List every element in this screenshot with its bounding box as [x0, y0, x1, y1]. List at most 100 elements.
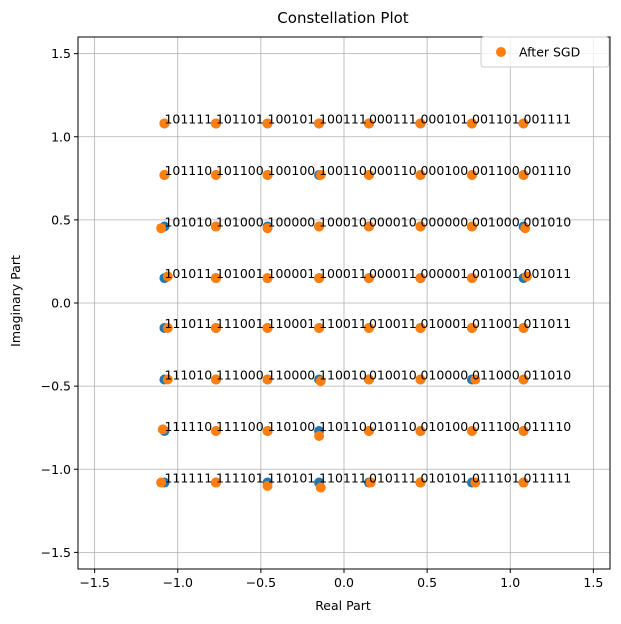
- bit-label-3-7: 011011: [524, 316, 572, 331]
- point-after-sgd-7-5: [415, 118, 426, 129]
- point-after-sgd-5-3: [314, 221, 325, 232]
- point-after-sgd-6-0: [159, 169, 170, 180]
- point-after-sgd-5-2: [262, 223, 273, 234]
- point-after-sgd-0-1: [210, 477, 221, 488]
- bit-label-6-1: 101100: [216, 163, 264, 178]
- point-after-sgd-7-2: [262, 118, 273, 129]
- bit-label-1-4: 010110: [369, 419, 417, 434]
- bit-label-3-1: 111001: [216, 316, 264, 331]
- point-after-sgd-3-0: [162, 322, 173, 333]
- bit-label-6-7: 001110: [524, 163, 572, 178]
- bit-label-2-4: 010010: [369, 367, 417, 382]
- point-after-sgd-2-5: [415, 374, 426, 385]
- point-after-sgd-1-5: [415, 426, 426, 437]
- bit-label-2-3: 110010: [319, 367, 367, 382]
- data-points: [156, 118, 532, 493]
- bit-label-7-7: 001111: [524, 111, 572, 126]
- bit-label-3-5: 010001: [420, 316, 468, 331]
- bit-label-2-6: 011000: [472, 367, 520, 382]
- point-after-sgd-7-6: [467, 118, 478, 129]
- bit-label-2-2: 110000: [268, 367, 316, 382]
- bit-label-7-1: 101101: [216, 111, 264, 126]
- x-tick-label-2: −0.5: [246, 575, 276, 590]
- bit-label-0-6: 011101: [472, 471, 520, 486]
- point-after-sgd-0-7: [518, 477, 529, 488]
- bit-label-5-7: 001010: [524, 215, 572, 230]
- point-after-sgd-4-6: [467, 273, 478, 284]
- bit-label-1-7: 011110: [524, 419, 572, 434]
- point-after-sgd-1-4: [363, 426, 374, 437]
- point-after-sgd-4-7: [521, 271, 532, 282]
- point-after-sgd-3-2: [262, 322, 273, 333]
- bit-label-3-3: 110011: [319, 316, 367, 331]
- bit-label-1-1: 111100: [216, 419, 264, 434]
- y-axis-label: Imaginary Part: [8, 255, 23, 347]
- bit-label-7-6: 001101: [472, 111, 520, 126]
- bit-label-2-1: 111000: [216, 367, 264, 382]
- point-after-sgd-3-6: [467, 322, 478, 333]
- point-after-sgd-1-2: [262, 426, 273, 437]
- point-after-sgd-5-4: [363, 221, 374, 232]
- bit-label-5-2: 100000: [268, 215, 316, 230]
- point-after-sgd-2-6: [470, 374, 481, 385]
- legend-label-after-sgd: After SGD: [519, 45, 580, 60]
- legend-box: [480, 36, 610, 68]
- x-axis-label: Real Part: [315, 598, 371, 613]
- bit-label-0-1: 111101: [216, 471, 264, 486]
- chart-title: Constellation Plot: [277, 9, 409, 27]
- point-after-sgd-6-3: [315, 169, 326, 180]
- point-after-sgd-5-0: [156, 223, 167, 234]
- bit-label-1-3: 110110: [319, 419, 367, 434]
- point-after-sgd-4-5: [415, 273, 426, 284]
- point-after-sgd-2-7: [518, 374, 529, 385]
- point-after-sgd-3-3: [314, 322, 325, 333]
- point-after-sgd-0-5: [415, 477, 426, 488]
- bit-label-4-4: 000011: [369, 266, 417, 281]
- bit-label-1-5: 010100: [420, 419, 468, 434]
- point-after-sgd-7-1: [210, 118, 221, 129]
- bit-label-2-0: 111010: [164, 367, 212, 382]
- bit-label-7-5: 000101: [420, 111, 468, 126]
- bit-label-0-2: 110101: [268, 471, 316, 486]
- point-after-sgd-2-1: [210, 374, 221, 385]
- point-after-sgd-4-4: [363, 273, 374, 284]
- bit-label-3-2: 110001: [268, 316, 316, 331]
- point-after-sgd-5-6: [467, 221, 478, 232]
- point-after-sgd-6-1: [210, 169, 221, 180]
- point-after-sgd-1-6: [467, 426, 478, 437]
- point-after-sgd-4-3: [314, 273, 325, 284]
- bit-label-0-4: 010111: [369, 471, 417, 486]
- point-after-sgd-4-2: [262, 273, 273, 284]
- x-tick-label-1: −1.0: [163, 575, 193, 590]
- bit-label-6-6: 001100: [472, 163, 520, 178]
- bit-label-3-6: 011001: [472, 316, 520, 331]
- point-after-sgd-0-4: [365, 477, 376, 488]
- bit-label-2-5: 010000: [420, 367, 468, 382]
- point-after-sgd-1-7: [518, 426, 529, 437]
- y-tick-label-5: 1.0: [51, 129, 71, 144]
- bit-label-7-4: 000111: [369, 111, 417, 126]
- point-after-sgd-6-2: [262, 169, 273, 180]
- bit-labels: 111111 111101 110101 110111 010111 010101 0111…: [164, 111, 571, 485]
- legend-marker-after-sgd: [496, 47, 506, 57]
- y-tick-label-3: 0.0: [51, 296, 71, 311]
- bit-label-0-7: 011111: [524, 471, 572, 486]
- bit-label-2-7: 011010: [524, 367, 572, 382]
- bit-label-4-0: 101011: [164, 266, 212, 281]
- bit-label-1-0: 111110: [164, 419, 212, 434]
- bit-label-5-4: 000010: [369, 215, 417, 230]
- point-after-sgd-7-0: [159, 118, 170, 129]
- bit-label-7-3: 100111: [319, 111, 367, 126]
- point-after-sgd-7-7: [518, 118, 529, 129]
- point-after-sgd-4-0: [162, 271, 173, 282]
- point-after-sgd-1-3: [314, 431, 325, 441]
- bit-label-5-6: 001000: [472, 215, 520, 230]
- bit-label-6-2: 100100: [268, 163, 316, 178]
- y-tick-label-4: 0.5: [51, 212, 71, 227]
- bit-label-4-6: 001001: [472, 266, 520, 281]
- x-tick-label-4: 0.5: [417, 575, 437, 590]
- point-after-sgd-7-4: [363, 118, 374, 129]
- axes: −1.5 −1.0 −0.5 0.0 0.5 1.0 1.5 −1.5 −1.0 −0.5 0.0 0…: [41, 36, 611, 590]
